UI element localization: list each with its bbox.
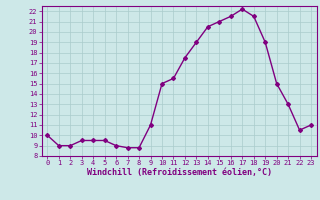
X-axis label: Windchill (Refroidissement éolien,°C): Windchill (Refroidissement éolien,°C) (87, 168, 272, 177)
